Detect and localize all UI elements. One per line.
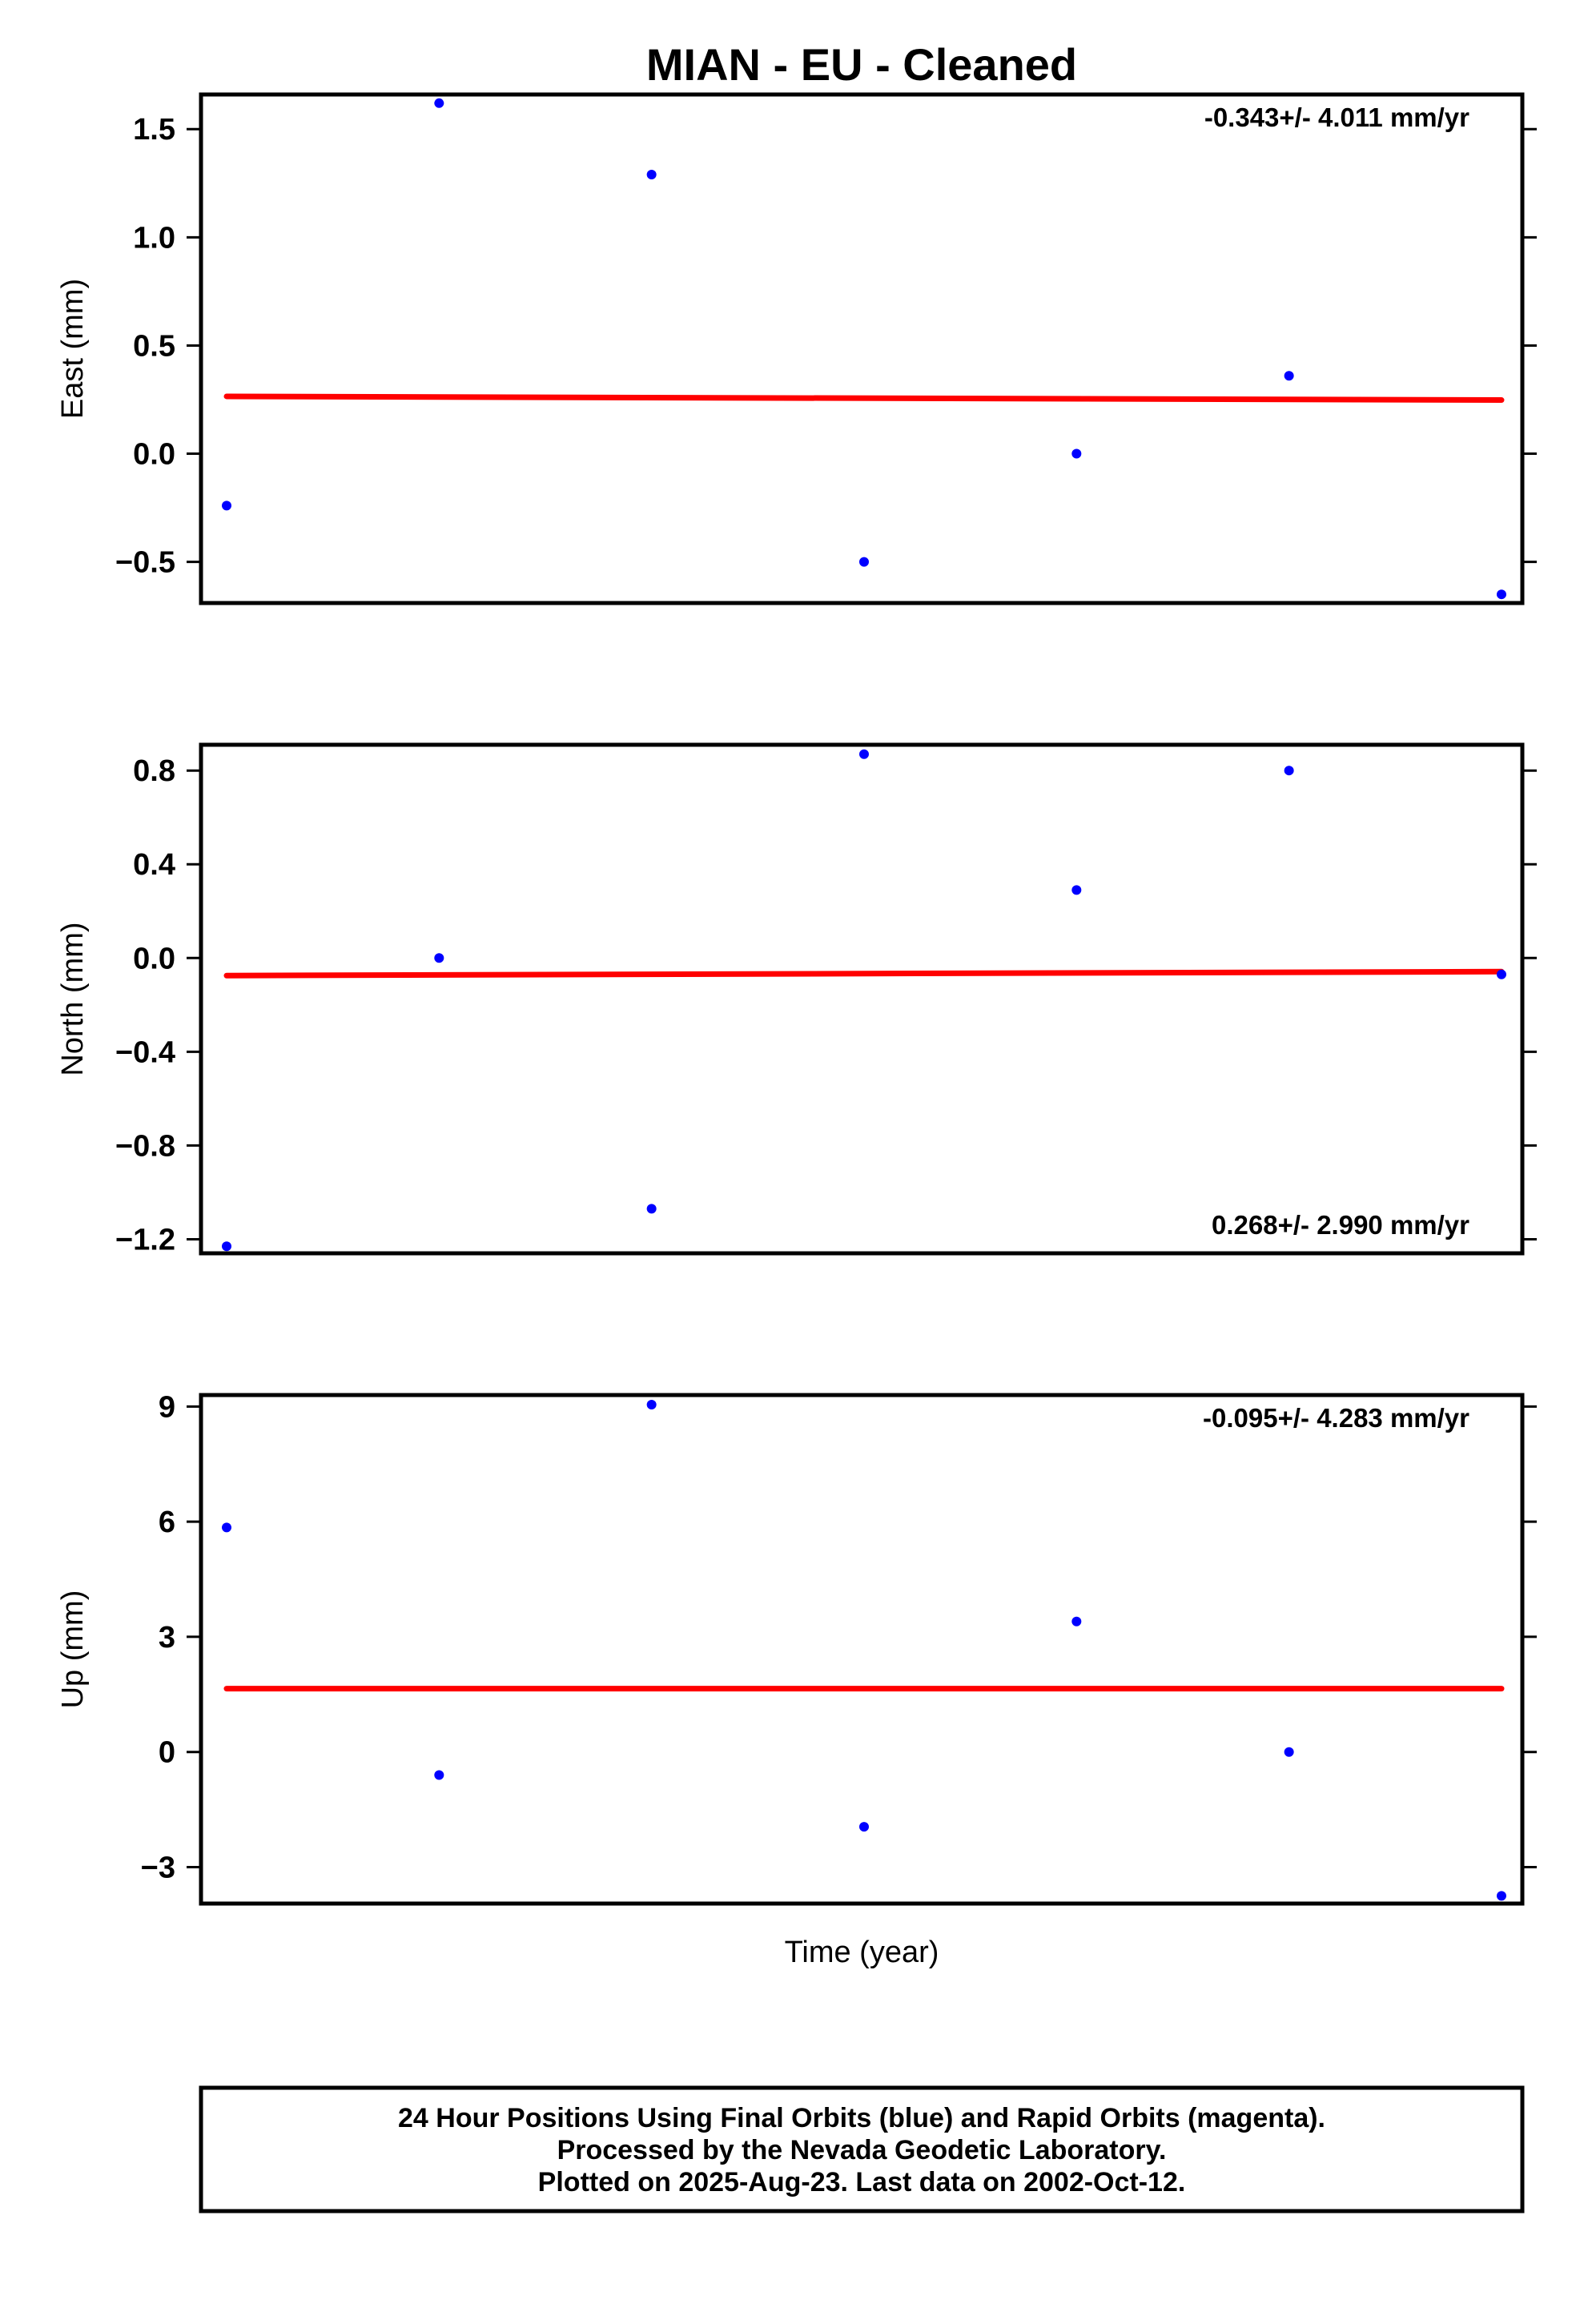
- data-point-up: [222, 1522, 231, 1533]
- data-point-up: [1496, 1891, 1506, 1901]
- y-axis-label-east: East (mm): [56, 279, 90, 419]
- data-point-up: [1284, 1747, 1294, 1757]
- data-point-up: [1071, 1616, 1082, 1626]
- data-point-east: [1496, 589, 1506, 600]
- data-point-up: [434, 1770, 444, 1780]
- y-tick-label: 0.0: [133, 942, 175, 975]
- y-tick-label: −0.8: [115, 1129, 175, 1163]
- trend-line-east: [223, 393, 1505, 404]
- footer-box: 24 Hour Positions Using Final Orbits (bl…: [199, 2085, 1525, 2213]
- y-tick-label: 3: [159, 1621, 175, 1655]
- y-tick-label: −3: [141, 1851, 175, 1884]
- rate-label-east: -0.343+/- 4.011 mm/yr: [1204, 103, 1469, 132]
- footer-line-3: Plotted on 2025-Aug-23. Last data on 200…: [538, 2167, 1186, 2197]
- y-tick-label: 0: [159, 1736, 175, 1770]
- panel-frame-north: [199, 742, 1525, 1256]
- panel-up: 9 6 3 0 −3 Up (mm) -0.095+/- 4.283 mm/yr: [56, 1390, 1537, 1906]
- rate-label-up: -0.095+/- 4.283 mm/yr: [1203, 1403, 1469, 1433]
- data-point-north: [1496, 969, 1506, 979]
- y-tick-label: −0.4: [115, 1035, 175, 1069]
- y-tick-label: −1.2: [115, 1223, 175, 1256]
- rate-label-north: 0.268+/- 2.990 mm/yr: [1212, 1210, 1469, 1240]
- y-tick-label: 0.4: [133, 848, 175, 882]
- footer-line-2: Processed by the Nevada Geodetic Laborat…: [557, 2135, 1167, 2165]
- panel-frame-east: [199, 92, 1525, 605]
- y-tick-label: 0.0: [133, 438, 175, 472]
- data-point-up: [858, 1822, 869, 1832]
- panel-north: 0.8 0.4 0.0 −0.4 −0.8 −1.2 North (mm) 0.268+/- …: [56, 742, 1537, 1256]
- y-tick-label: 1.5: [133, 113, 175, 147]
- y-axis-label-up: Up (mm): [56, 1590, 90, 1709]
- data-point-north: [1284, 766, 1294, 776]
- y-tick-label: −0.5: [115, 546, 175, 580]
- y-tick-label: 0.5: [133, 329, 175, 363]
- y-tick-label: 6: [159, 1506, 175, 1539]
- y-tick-label: 9: [159, 1390, 175, 1424]
- data-point-east: [646, 169, 657, 179]
- data-point-north: [1071, 885, 1082, 895]
- data-point-north: [434, 953, 444, 963]
- panel-frame-up: [199, 1393, 1525, 1906]
- data-point-east: [1071, 448, 1082, 459]
- trend-line-north: [223, 968, 1505, 979]
- footer-line-1: 24 Hour Positions Using Final Orbits (bl…: [398, 2103, 1325, 2133]
- data-point-east: [1284, 371, 1294, 381]
- data-point-up: [646, 1399, 657, 1409]
- y-tick-label: 0.8: [133, 754, 175, 788]
- data-point-east: [222, 501, 231, 511]
- data-point-north: [222, 1241, 231, 1252]
- data-point-east: [434, 98, 444, 108]
- data-point-east: [858, 557, 869, 567]
- data-point-north: [858, 749, 869, 759]
- chart-title: MIAN - EU - Cleaned: [646, 39, 1077, 90]
- panel-east: 1.5 1.0 0.5 0.0 −0.5 East (mm) -0.343+/- 4.011…: [56, 92, 1537, 605]
- x-axis-label: Time (year): [785, 1936, 939, 1969]
- y-axis-label-north: North (mm): [56, 922, 90, 1076]
- y-tick-label: 1.0: [133, 221, 175, 255]
- data-point-north: [646, 1204, 657, 1214]
